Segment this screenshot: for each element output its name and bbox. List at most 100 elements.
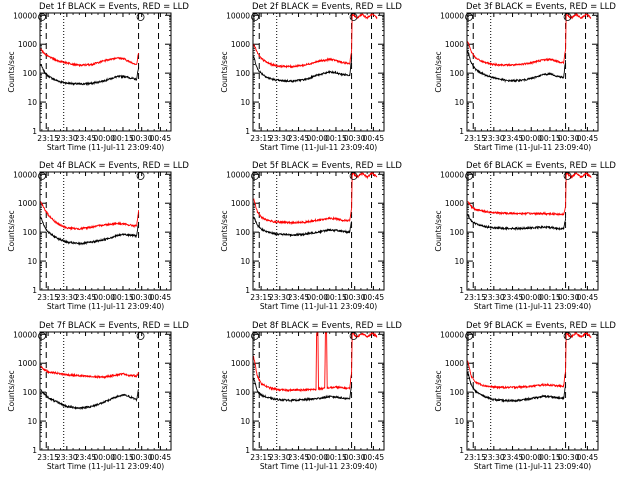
x-tick-label: 23:15 — [464, 134, 486, 143]
x-tick-label: 23:30 — [56, 134, 78, 143]
chart-panel-8: Det 8f BLACK = Events, RED = LLD Counts/s… — [220, 321, 402, 471]
panel-title: Det 5f BLACK = Events, RED = LLD — [252, 161, 402, 171]
y-tick-label: 1000 — [445, 40, 464, 49]
y-tick-label: 1000 — [18, 359, 37, 368]
x-tick-label: 00:30 — [558, 134, 580, 143]
x-tick-label: 23:15 — [464, 293, 486, 302]
y-tick-label: 100 — [23, 388, 38, 397]
y-axis-label: Counts/sec — [220, 370, 229, 411]
y-tick-label: 10 — [240, 417, 250, 426]
series-group — [467, 13, 592, 83]
x-tick-label: 00:45 — [150, 134, 172, 143]
plot-frame — [39, 331, 172, 451]
y-tick-label: 100 — [450, 69, 465, 78]
x-tick-label: 23:30 — [269, 453, 291, 462]
x-axis-label: Start Time (11-Jul-11 23:09:40) — [474, 462, 591, 471]
panel-title: Det 6f BLACK = Events, RED = LLD — [466, 161, 616, 171]
y-tick-label: 10 — [240, 98, 250, 107]
plot-frame — [466, 12, 599, 132]
y-axis-label: Counts/sec — [434, 370, 443, 411]
y-tick-label: 10000 — [440, 330, 464, 339]
x-tick-label: 00:30 — [131, 293, 153, 302]
x-tick-label: 23:15 — [464, 453, 486, 462]
y-tick-label: 10 — [454, 98, 464, 107]
x-tick-label: 23:45 — [288, 293, 310, 302]
events-series-line — [253, 216, 353, 238]
y-tick-label: 1000 — [445, 359, 464, 368]
x-axis-label: Start Time (11-Jul-11 23:09:40) — [474, 302, 591, 311]
y-tick-label: 1 — [245, 446, 250, 455]
x-tick-label: 23:45 — [288, 453, 310, 462]
y-tick-label: 1000 — [18, 40, 37, 49]
y-tick-label: 10000 — [226, 330, 250, 339]
x-tick-label: 23:30 — [56, 293, 78, 302]
x-tick-label: 23:30 — [269, 293, 291, 302]
y-axis-label: Counts/sec — [220, 51, 229, 92]
y-tick-label: 10 — [454, 257, 464, 266]
x-tick-label: 23:30 — [483, 134, 505, 143]
panel-title: Det 2f BLACK = Events, RED = LLD — [252, 2, 402, 12]
events-series-line — [40, 64, 140, 87]
plot-frame — [39, 171, 172, 291]
x-tick-label: 00:00 — [306, 134, 328, 143]
x-tick-label: 00:45 — [150, 293, 172, 302]
x-tick-label: 00:00 — [93, 293, 115, 302]
lld-series-line — [40, 365, 139, 380]
x-tick-label: 00:45 — [363, 453, 385, 462]
x-axis-label: Start Time (11-Jul-11 23:09:40) — [260, 462, 377, 471]
y-axis-label: Counts/sec — [7, 370, 16, 411]
events-series-line — [253, 56, 353, 84]
x-tick-label: 23:45 — [288, 134, 310, 143]
x-tick-label: 23:30 — [269, 134, 291, 143]
panel-title: Det 4f BLACK = Events, RED = LLD — [39, 161, 189, 171]
x-tick-label: 00:45 — [577, 453, 599, 462]
y-tick-label: 100 — [236, 388, 251, 397]
series-group — [40, 48, 140, 87]
x-tick-label: 00:45 — [363, 293, 385, 302]
lld-series-line — [467, 13, 592, 68]
x-tick-label: 00:00 — [306, 293, 328, 302]
y-tick-label: 1 — [459, 286, 464, 295]
x-tick-label: 23:45 — [75, 453, 97, 462]
y-tick-label: 10000 — [440, 170, 464, 179]
x-tick-label: 23:15 — [37, 293, 59, 302]
x-tick-label: 00:45 — [577, 134, 599, 143]
x-tick-label: 00:30 — [344, 453, 366, 462]
y-tick-label: 10 — [27, 98, 37, 107]
plot-frame — [252, 12, 385, 132]
x-axis-label: Start Time (11-Jul-11 23:09:40) — [260, 302, 377, 311]
x-tick-label: 00:00 — [520, 293, 542, 302]
y-tick-label: 10000 — [13, 11, 37, 20]
y-tick-label: 100 — [23, 228, 38, 237]
x-axis-label: Start Time (11-Jul-11 23:09:40) — [47, 462, 164, 471]
events-series-line — [467, 213, 567, 231]
x-axis-label: Start Time (11-Jul-11 23:09:40) — [47, 302, 164, 311]
x-tick-label: 00:15 — [325, 134, 347, 143]
x-tick-label: 00:15 — [325, 293, 347, 302]
series-group — [40, 365, 140, 411]
x-tick-label: 00:00 — [306, 453, 328, 462]
y-tick-label: 10000 — [226, 170, 250, 179]
x-tick-label: 00:15 — [539, 134, 561, 143]
x-tick-label: 23:30 — [483, 453, 505, 462]
plot-frame — [252, 331, 385, 451]
y-axis-label: Counts/sec — [7, 210, 16, 251]
plot-frame — [252, 171, 385, 291]
y-tick-label: 10000 — [226, 11, 250, 20]
lld-series-line — [40, 48, 140, 68]
lld-series-line — [467, 332, 592, 390]
series-group — [40, 201, 140, 246]
y-axis-label: Counts/sec — [434, 51, 443, 92]
y-tick-label: 10 — [27, 417, 37, 426]
y-tick-label: 1 — [459, 446, 464, 455]
y-tick-label: 10 — [240, 257, 250, 266]
x-tick-label: 00:45 — [577, 293, 599, 302]
x-axis-label: Start Time (11-Jul-11 23:09:40) — [260, 143, 377, 152]
y-tick-label: 1000 — [231, 199, 250, 208]
x-tick-label: 23:30 — [56, 453, 78, 462]
x-tick-label: 00:30 — [558, 453, 580, 462]
x-axis-label: Start Time (11-Jul-11 23:09:40) — [474, 143, 591, 152]
y-tick-label: 1 — [245, 127, 250, 136]
series-group — [253, 13, 378, 84]
chart-panel-4: Det 4f BLACK = Events, RED = LLD Counts/s… — [7, 161, 189, 311]
